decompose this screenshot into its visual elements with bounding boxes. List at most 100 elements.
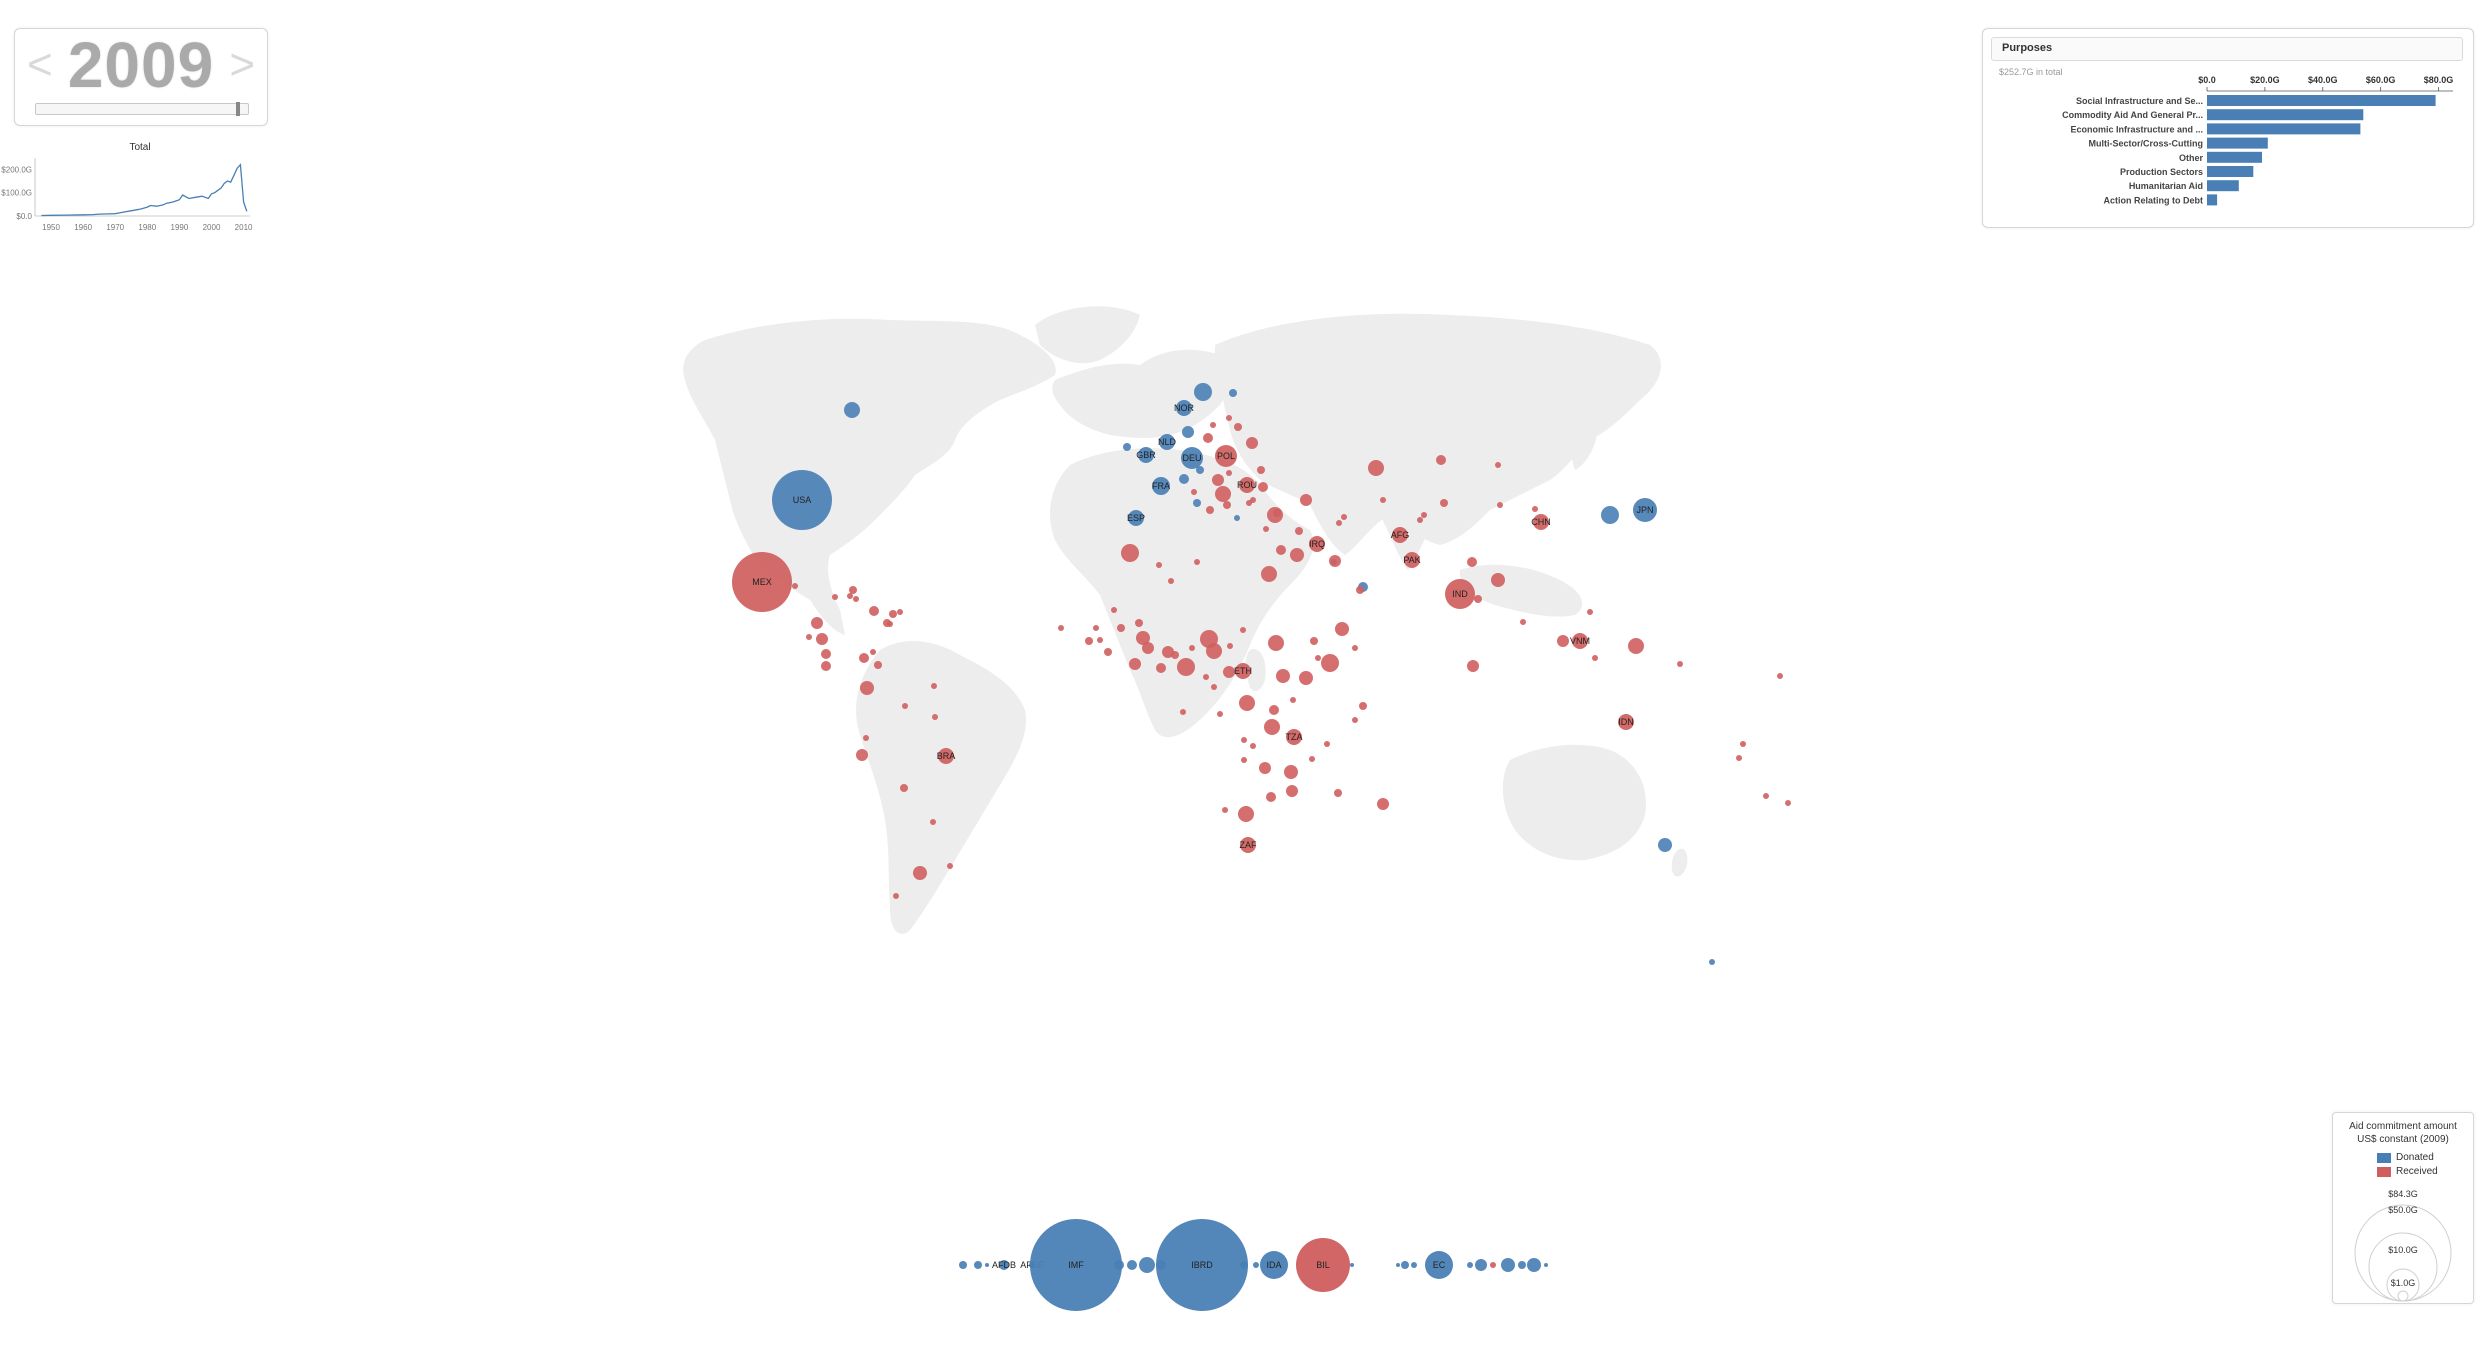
country-dot[interactable]: [870, 649, 876, 655]
country-dot[interactable]: [1217, 711, 1223, 717]
country-dot[interactable]: [1191, 489, 1197, 495]
country-dot[interactable]: [1520, 619, 1526, 625]
country-dot[interactable]: [1250, 743, 1256, 749]
country-dot[interactable]: [1628, 638, 1644, 654]
country-dot[interactable]: [874, 661, 882, 669]
country-dot[interactable]: [1329, 555, 1341, 567]
next-year-button[interactable]: >: [229, 40, 256, 89]
country-dot[interactable]: [856, 749, 868, 761]
country-dot[interactable]: [821, 661, 831, 671]
institution-dot[interactable]: [1401, 1261, 1409, 1269]
country-dot[interactable]: [1592, 655, 1598, 661]
country-dot[interactable]: [811, 617, 823, 629]
country-dot[interactable]: [844, 402, 860, 418]
country-dot[interactable]: [847, 593, 853, 599]
purposes-header[interactable]: Purposes: [1991, 37, 2463, 61]
country-dot[interactable]: [931, 683, 937, 689]
country-dot[interactable]: [1227, 643, 1233, 649]
country-bubble[interactable]: [1392, 527, 1408, 543]
country-dot[interactable]: [1290, 697, 1296, 703]
country-dot[interactable]: [1740, 741, 1746, 747]
country-dot[interactable]: [1215, 486, 1231, 502]
country-dot[interactable]: [1417, 517, 1423, 523]
country-dot[interactable]: [1269, 705, 1279, 715]
country-dot[interactable]: [913, 866, 927, 880]
country-dot[interactable]: [1359, 702, 1367, 710]
country-dot[interactable]: [1268, 635, 1284, 651]
country-dot[interactable]: [1474, 595, 1482, 603]
country-dot[interactable]: [1222, 807, 1228, 813]
country-dot[interactable]: [1677, 661, 1683, 667]
previous-year-button[interactable]: <: [26, 40, 53, 89]
country-dot[interactable]: [1377, 798, 1389, 810]
country-dot[interactable]: [1182, 426, 1194, 438]
purpose-bar[interactable]: [2207, 151, 2262, 163]
country-dot[interactable]: [1352, 717, 1358, 723]
institution-dot[interactable]: [1350, 1263, 1354, 1267]
country-dot[interactable]: [1117, 624, 1125, 632]
country-dot[interactable]: [1763, 793, 1769, 799]
country-bubble[interactable]: [1533, 514, 1549, 530]
country-dot[interactable]: [849, 586, 857, 594]
country-bubble[interactable]: [1181, 447, 1203, 469]
country-dot[interactable]: [1250, 497, 1256, 503]
country-dot[interactable]: [932, 714, 938, 720]
country-dot[interactable]: [1709, 959, 1715, 965]
country-dot[interactable]: [1284, 765, 1298, 779]
institution-dot[interactable]: [985, 1263, 989, 1267]
year-slider[interactable]: [35, 102, 249, 116]
country-dot[interactable]: [1189, 645, 1195, 651]
country-dot[interactable]: [1777, 673, 1783, 679]
country-bubble[interactable]: [1633, 498, 1657, 522]
country-dot[interactable]: [1203, 433, 1213, 443]
country-dot[interactable]: [1736, 755, 1742, 761]
country-dot[interactable]: [1239, 695, 1255, 711]
country-dot[interactable]: [1601, 506, 1619, 524]
country-dot[interactable]: [1180, 709, 1186, 715]
country-dot[interactable]: [1276, 669, 1290, 683]
country-dot[interactable]: [1104, 648, 1112, 656]
country-dot[interactable]: [1058, 625, 1064, 631]
country-dot[interactable]: [1196, 466, 1204, 474]
institution-bubble[interactable]: [1296, 1238, 1350, 1292]
country-dot[interactable]: [1440, 499, 1448, 507]
country-dot[interactable]: [1246, 437, 1258, 449]
country-dot[interactable]: [1295, 527, 1303, 535]
institution-dot[interactable]: [1139, 1257, 1155, 1273]
country-dot[interactable]: [1194, 383, 1212, 401]
country-dot[interactable]: [1211, 684, 1217, 690]
year-slider-handle[interactable]: [235, 102, 240, 116]
country-dot[interactable]: [893, 893, 899, 899]
country-dot[interactable]: [1658, 838, 1672, 852]
country-dot[interactable]: [1241, 757, 1247, 763]
country-dot[interactable]: [897, 609, 903, 615]
institution-bubble[interactable]: [1425, 1251, 1453, 1279]
institution-dot[interactable]: [1411, 1262, 1417, 1268]
country-dot[interactable]: [792, 583, 798, 589]
country-bubble[interactable]: [1618, 714, 1634, 730]
country-bubble[interactable]: [1404, 552, 1420, 568]
country-dot[interactable]: [1156, 663, 1166, 673]
institution-dot[interactable]: [1396, 1263, 1400, 1267]
country-dot[interactable]: [1290, 548, 1304, 562]
country-dot[interactable]: [1223, 666, 1235, 678]
institution-dot[interactable]: [1490, 1262, 1496, 1268]
country-dot[interactable]: [1380, 497, 1386, 503]
country-dot[interactable]: [1194, 559, 1200, 565]
country-dot[interactable]: [1334, 789, 1342, 797]
country-bubble[interactable]: [732, 552, 792, 612]
country-dot[interactable]: [1136, 631, 1150, 645]
country-dot[interactable]: [1223, 501, 1231, 509]
country-dot[interactable]: [1135, 619, 1143, 627]
country-bubble[interactable]: [1309, 536, 1325, 552]
country-bubble[interactable]: [1138, 447, 1154, 463]
country-dot[interactable]: [1467, 660, 1479, 672]
country-dot[interactable]: [1179, 474, 1189, 484]
country-dot[interactable]: [1587, 609, 1593, 615]
country-dot[interactable]: [1263, 526, 1269, 532]
country-dot[interactable]: [806, 634, 812, 640]
country-dot[interactable]: [1266, 792, 1276, 802]
country-dot[interactable]: [1193, 499, 1201, 507]
country-dot[interactable]: [1156, 562, 1162, 568]
country-bubble[interactable]: [1240, 837, 1256, 853]
